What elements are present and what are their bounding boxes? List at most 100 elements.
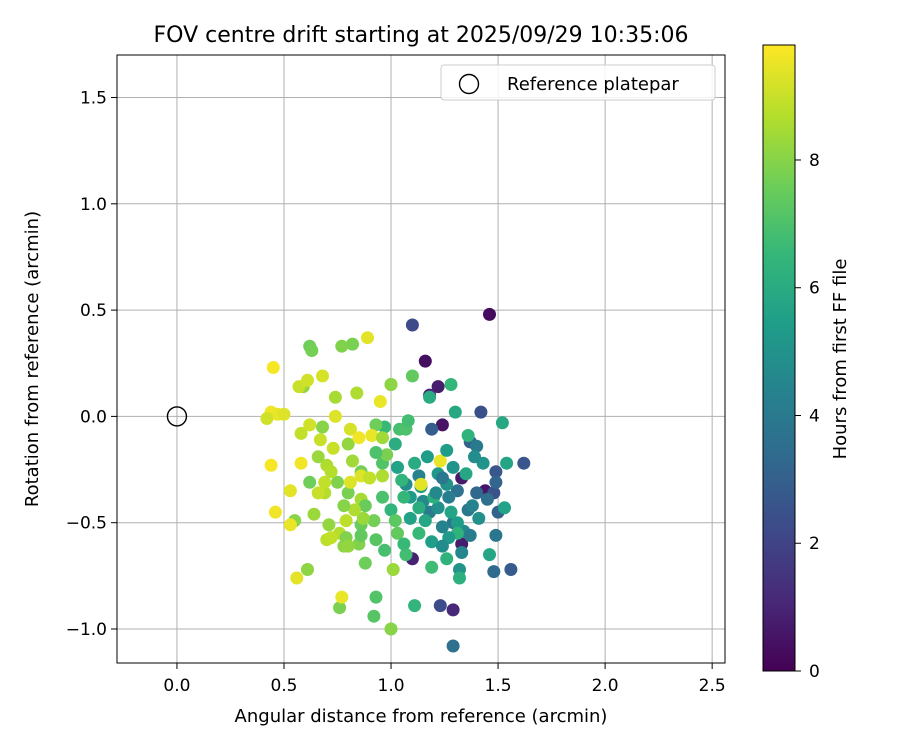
data-point (498, 501, 511, 515)
data-point (333, 601, 347, 615)
data-point (384, 622, 398, 636)
data-point (367, 514, 381, 528)
data-point (446, 460, 460, 474)
data-point (343, 422, 357, 436)
data-point (335, 590, 349, 604)
data-point (363, 471, 377, 485)
data-point (346, 454, 359, 468)
data-point (483, 307, 496, 321)
y-tick-label: −0.5 (66, 514, 107, 534)
data-point (335, 339, 349, 353)
data-point (386, 563, 400, 576)
data-point (373, 395, 387, 408)
data-point (346, 337, 359, 351)
data-point (420, 450, 434, 464)
data-point (397, 490, 411, 504)
data-point (324, 531, 338, 545)
y-tick-label: 0.0 (80, 407, 107, 427)
x-tick-label: 2.0 (592, 676, 619, 696)
data-point (442, 490, 456, 504)
data-point (418, 514, 432, 528)
data-point (412, 501, 426, 515)
data-point (446, 603, 460, 617)
data-point (361, 331, 374, 345)
data-point (356, 511, 370, 525)
data-point (431, 380, 445, 394)
data-point (425, 535, 439, 549)
reference-platepar-marker (166, 406, 188, 427)
colorbar-tick-label: 6 (809, 279, 820, 299)
data-point (358, 499, 372, 513)
data-point (459, 467, 473, 481)
data-point (350, 386, 364, 400)
data-point (446, 639, 460, 653)
data-point (290, 571, 304, 585)
data-point (303, 418, 317, 432)
y-tick-label: 1.0 (80, 195, 107, 215)
data-point (423, 390, 437, 404)
data-point (369, 533, 383, 547)
data-point (354, 528, 368, 542)
data-point (435, 471, 449, 485)
data-point (341, 437, 355, 451)
x-tick-label: 2.5 (699, 676, 726, 696)
data-point (384, 378, 398, 391)
data-point (465, 499, 479, 513)
x-axis-ticks: 0.0 0.5 1.0 1.5 2.0 2.5 (163, 663, 726, 696)
chart-title: FOV centre drift starting at 2025/09/29 … (154, 23, 689, 48)
data-point (376, 431, 389, 445)
data-point (358, 556, 372, 570)
colorbar-gradient (763, 45, 795, 671)
colorbar-tick-label: 0 (809, 662, 820, 682)
x-tick-label: 0.5 (270, 676, 297, 696)
data-point (433, 454, 447, 468)
data-point (435, 418, 449, 432)
data-point (380, 448, 394, 462)
colorbar-label: Hours from first FF file (830, 259, 851, 460)
data-point (425, 560, 439, 574)
data-point (388, 437, 402, 451)
data-point (331, 475, 344, 489)
data-point (260, 412, 274, 425)
data-point (301, 373, 314, 387)
data-point (305, 344, 319, 357)
data-point (431, 501, 445, 515)
data-point (489, 475, 503, 489)
data-point (391, 526, 404, 540)
data-point (303, 475, 317, 489)
data-point (341, 486, 355, 500)
data-point (313, 433, 327, 447)
data-point (294, 456, 308, 470)
colorbar-frame (762, 44, 796, 672)
data-point (378, 543, 392, 557)
data-point (433, 599, 447, 613)
data-point (405, 369, 419, 383)
data-point (395, 473, 409, 487)
data-point (414, 477, 428, 491)
data-point (328, 390, 342, 404)
data-point (418, 354, 432, 368)
data-point (444, 378, 458, 391)
data-point (326, 441, 340, 455)
data-point (435, 539, 449, 553)
data-point (408, 599, 422, 613)
data-point (365, 429, 379, 442)
data-point (461, 429, 475, 442)
data-point (517, 456, 531, 470)
data-point (388, 514, 402, 528)
colorbar-tick-label: 8 (809, 151, 820, 171)
x-tick-label: 0.0 (163, 676, 190, 696)
y-tick-label: 0.5 (80, 301, 107, 321)
data-point (311, 486, 325, 500)
data-point (435, 520, 449, 534)
legend-label: Reference platepar (507, 74, 679, 95)
data-point (425, 422, 439, 436)
y-tick-label: −1.0 (66, 620, 107, 640)
y-axis-ticks: −1.0 −0.5 0.0 0.5 1.0 1.5 (66, 89, 117, 640)
x-tick-label: 1.5 (485, 676, 512, 696)
data-point (470, 486, 484, 500)
data-point (328, 409, 342, 423)
data-point (440, 443, 454, 457)
